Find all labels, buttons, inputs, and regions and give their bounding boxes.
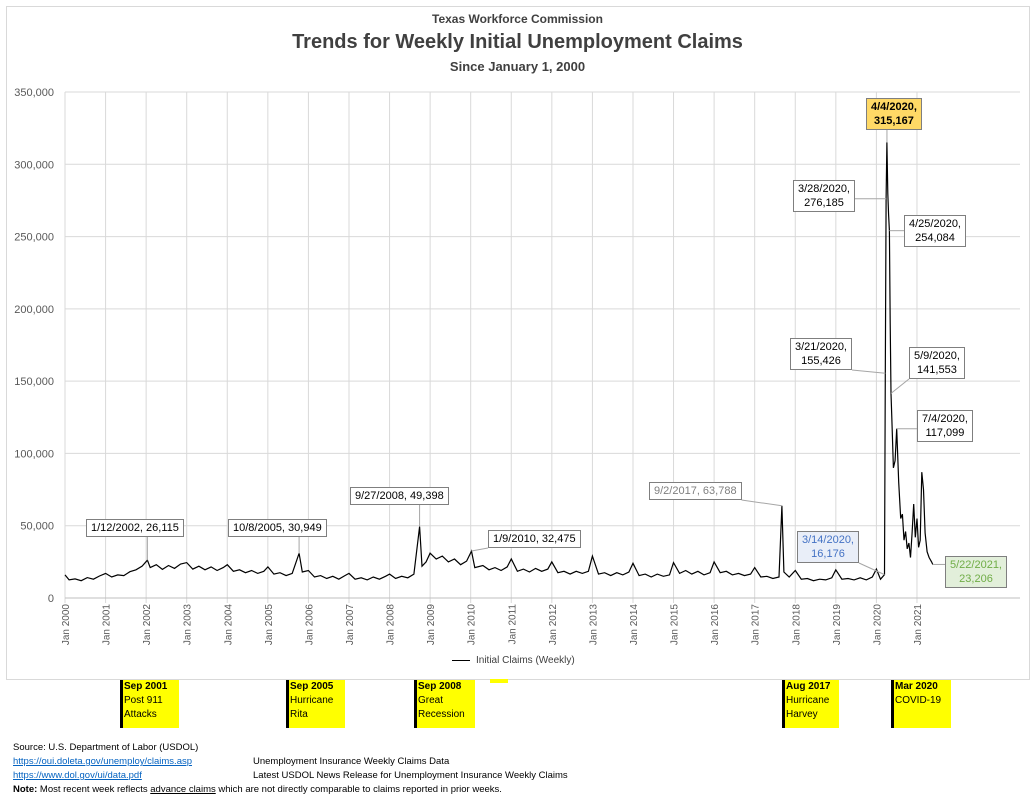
chart-title: Trends for Weekly Initial Unemployment C… [292,31,743,53]
footer-row-2: https://www.dol.gov/ui/data.pdf Latest U… [13,770,568,781]
leader-line [851,369,886,374]
link2-description: Latest USDOL News Release for Unemployme… [253,770,568,781]
data-label-plain: 7/4/2020, 117,099 [917,410,973,442]
x-tick-label: Jan 2002 [142,604,153,646]
event-date: Sep 2008 [418,681,462,692]
y-tick-label: 100,000 [14,448,54,460]
leader-line [471,547,489,552]
data-label-plain: 3/21/2020, 155,426 [790,338,852,370]
advance-claims-link[interactable]: advance claims [150,784,216,795]
data-label-plain: 9/27/2008, 49,398 [350,487,449,505]
event-line: Post 911 [124,695,163,706]
x-tick-label: Jan 2008 [386,604,397,646]
note-pre: Most recent week reflects [37,784,151,795]
event-line: Great [418,695,444,706]
event-marker [490,679,508,683]
data-label-peak: 4/4/2020, 315,167 [866,98,922,130]
x-tick-label: Jan 2019 [832,604,843,646]
y-tick-label: 200,000 [14,304,54,316]
note-post: which are not directly comparable to cla… [215,784,502,795]
legend-swatch [452,660,470,661]
x-tick-label: Jan 2015 [670,604,681,646]
event-sep-2005: Sep 2005 Hurricane Rita [286,680,345,728]
leader-line [858,562,885,576]
x-tick-label: Jan 2003 [183,604,194,646]
data-label-plain: 4/25/2020, 254,084 [904,215,966,247]
footer-row-1: https://oui.doleta.gov/unemploy/claims.a… [13,756,449,767]
event-date: Sep 2005 [290,681,334,692]
y-tick-label: 350,000 [14,87,54,99]
x-tick-label: Jan 2005 [264,604,275,646]
news-release-link[interactable]: https://www.dol.gov/ui/data.pdf [13,770,142,781]
leader-line [890,378,910,394]
data-label-plain: 5/9/2020, 141,553 [909,347,965,379]
event-sep-2001: Sep 2001 Post 911 Attacks [120,680,179,728]
data-label-plain: 1/12/2002, 26,115 [86,519,184,537]
note-label: Note: [13,784,38,795]
y-tick-label: 0 [48,593,54,605]
claims-series-line [64,142,934,582]
x-tick-label: Jan 2011 [507,604,518,645]
x-tick-label: Jan 2016 [710,604,721,646]
x-tick-label: Jan 2018 [791,604,802,646]
event-line: Hurricane [786,695,830,706]
note-text: Note: Most recent week reflects advance … [13,784,502,795]
event-aug-2017: Aug 2017 Hurricane Harvey [782,680,839,728]
legend: Initial Claims (Weekly) [452,655,575,666]
org-name: Texas Workforce Commission [432,12,603,26]
x-tick-label: Jan 2000 [61,604,72,646]
claims-data-link[interactable]: https://oui.doleta.gov/unemploy/claims.a… [13,756,193,767]
event-date: Aug 2017 [786,681,831,692]
x-tick-label: Jan 2013 [588,604,599,646]
x-tick-label: Jan 2017 [751,604,762,646]
data-label-plain: 10/8/2005, 30,949 [228,519,327,537]
x-tick-label: Jan 2010 [467,604,478,646]
source-text: Source: U.S. Department of Labor (USDOL) [13,742,199,753]
x-tick-label: Jan 2009 [426,604,437,646]
legend-label: Initial Claims (Weekly) [476,655,575,666]
event-line: COVID-19 [895,695,942,706]
data-label-latest: 5/22/2021, 23,206 [945,556,1007,588]
event-date: Mar 2020 [895,681,938,692]
x-tick-label: Jan 2004 [223,604,234,646]
chart-frame [6,6,1030,680]
x-tick-label: Jan 2001 [102,604,113,646]
event-line: Attacks [124,709,157,720]
x-tick-label: Jan 2006 [304,604,315,646]
event-line: Harvey [786,709,818,720]
x-tick-label: Jan 2020 [872,604,883,646]
data-label-blue: 3/14/2020, 16,176 [797,531,859,563]
y-tick-label: 150,000 [14,376,54,388]
chart-subtitle: Since January 1, 2000 [449,59,586,74]
y-tick-label: 300,000 [14,159,54,171]
event-line: Hurricane [290,695,334,706]
event-date: Sep 2001 [124,681,168,692]
link1-description: Unemployment Insurance Weekly Claims Dat… [253,756,450,767]
x-tick-label: Jan 2014 [629,604,640,646]
line-chart: 0 50,000 100,000 150,000 200,000 250,000 300,0… [14,87,1020,646]
event-mar-2020: Mar 2020 COVID-19 [891,680,951,728]
x-tick-label: Jan 2007 [345,604,356,646]
leader-line [741,499,782,507]
event-line: Rita [290,709,308,720]
x-tick-label: Jan 2012 [548,604,559,646]
data-label-plain: 1/9/2010, 32,475 [488,530,581,548]
y-tick-label: 250,000 [14,232,54,244]
data-label-plain: 3/28/2020, 276,185 [793,180,855,212]
event-line: Recession [418,709,465,720]
event-sep-2008: Sep 2008 Great Recession [414,680,475,728]
data-label-grey: 9/2/2017, 63,788 [649,482,742,500]
x-tick-label: Jan 2021 [913,604,924,646]
y-tick-label: 50,000 [20,521,54,533]
